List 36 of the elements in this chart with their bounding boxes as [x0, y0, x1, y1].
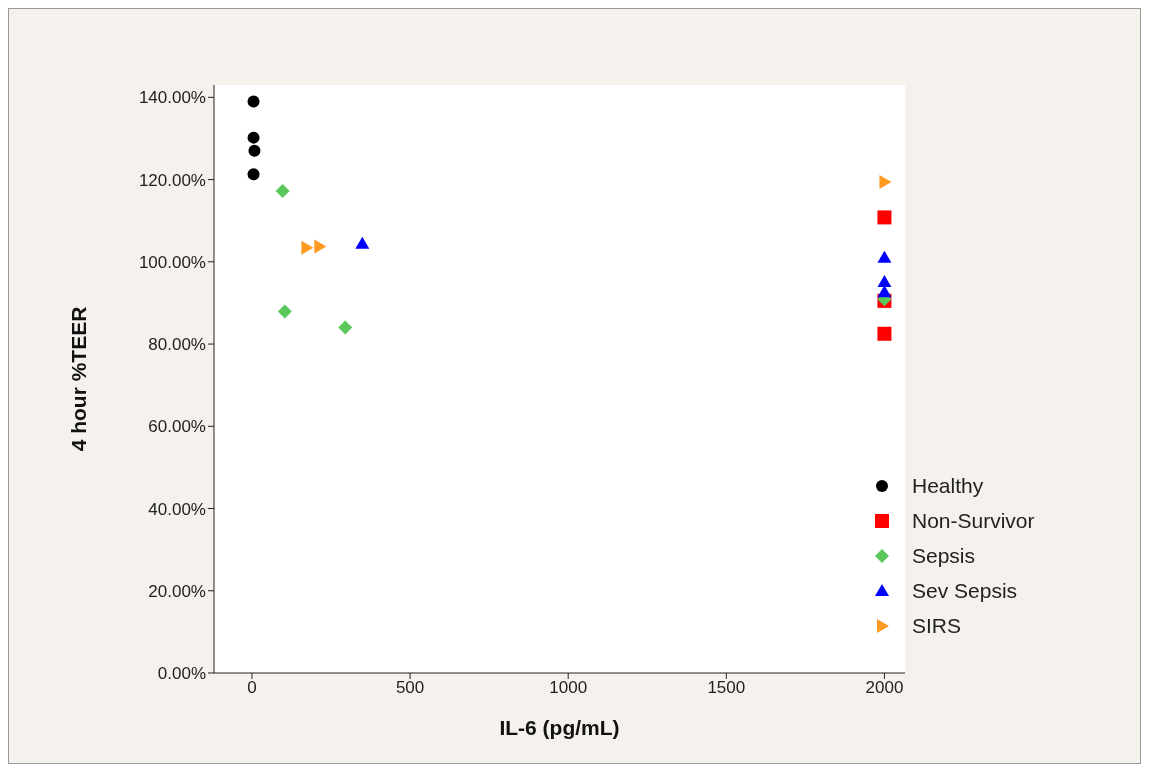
x-tick-label: 0	[247, 678, 257, 698]
point	[877, 250, 892, 263]
legend-label: SIRS	[912, 613, 962, 638]
x-tick-label: 1000	[549, 678, 588, 698]
legend-label: Healthy	[912, 473, 984, 498]
x-tick-label: 500	[395, 678, 425, 698]
y-tick-label: 140.00%	[138, 88, 206, 108]
y-tick-label: 100.00%	[138, 252, 206, 272]
point	[338, 320, 353, 335]
point	[277, 304, 292, 319]
y-tick-label: 80.00%	[148, 335, 206, 355]
x-tick-label: 2000	[865, 678, 904, 698]
y-tick-label: 0.00%	[157, 664, 206, 684]
y-tick-label: 20.00%	[148, 581, 206, 601]
point	[248, 144, 261, 157]
y-tick-label: 40.00%	[148, 499, 206, 519]
point	[247, 168, 260, 181]
legend-label: Non-Survivor	[912, 508, 1035, 533]
y-tick-label: 60.00%	[148, 417, 206, 437]
point	[275, 184, 290, 199]
y-tick-label: 120.00%	[138, 170, 206, 190]
legend-label: Sev Sepsis	[912, 578, 1018, 603]
point	[301, 240, 314, 255]
point	[877, 210, 892, 225]
point	[355, 236, 370, 249]
point	[877, 326, 892, 341]
x-axis-title: IL-6 (pg/mL)	[499, 716, 620, 739]
legend-label: Sepsis	[912, 543, 976, 568]
point	[247, 131, 260, 144]
x-tick-label: 1500	[707, 678, 746, 698]
point	[879, 175, 892, 190]
point	[247, 95, 260, 108]
point	[314, 239, 327, 254]
point	[877, 285, 892, 298]
y-axis-title: 4 hour %TEER	[67, 306, 91, 452]
point	[877, 274, 892, 287]
